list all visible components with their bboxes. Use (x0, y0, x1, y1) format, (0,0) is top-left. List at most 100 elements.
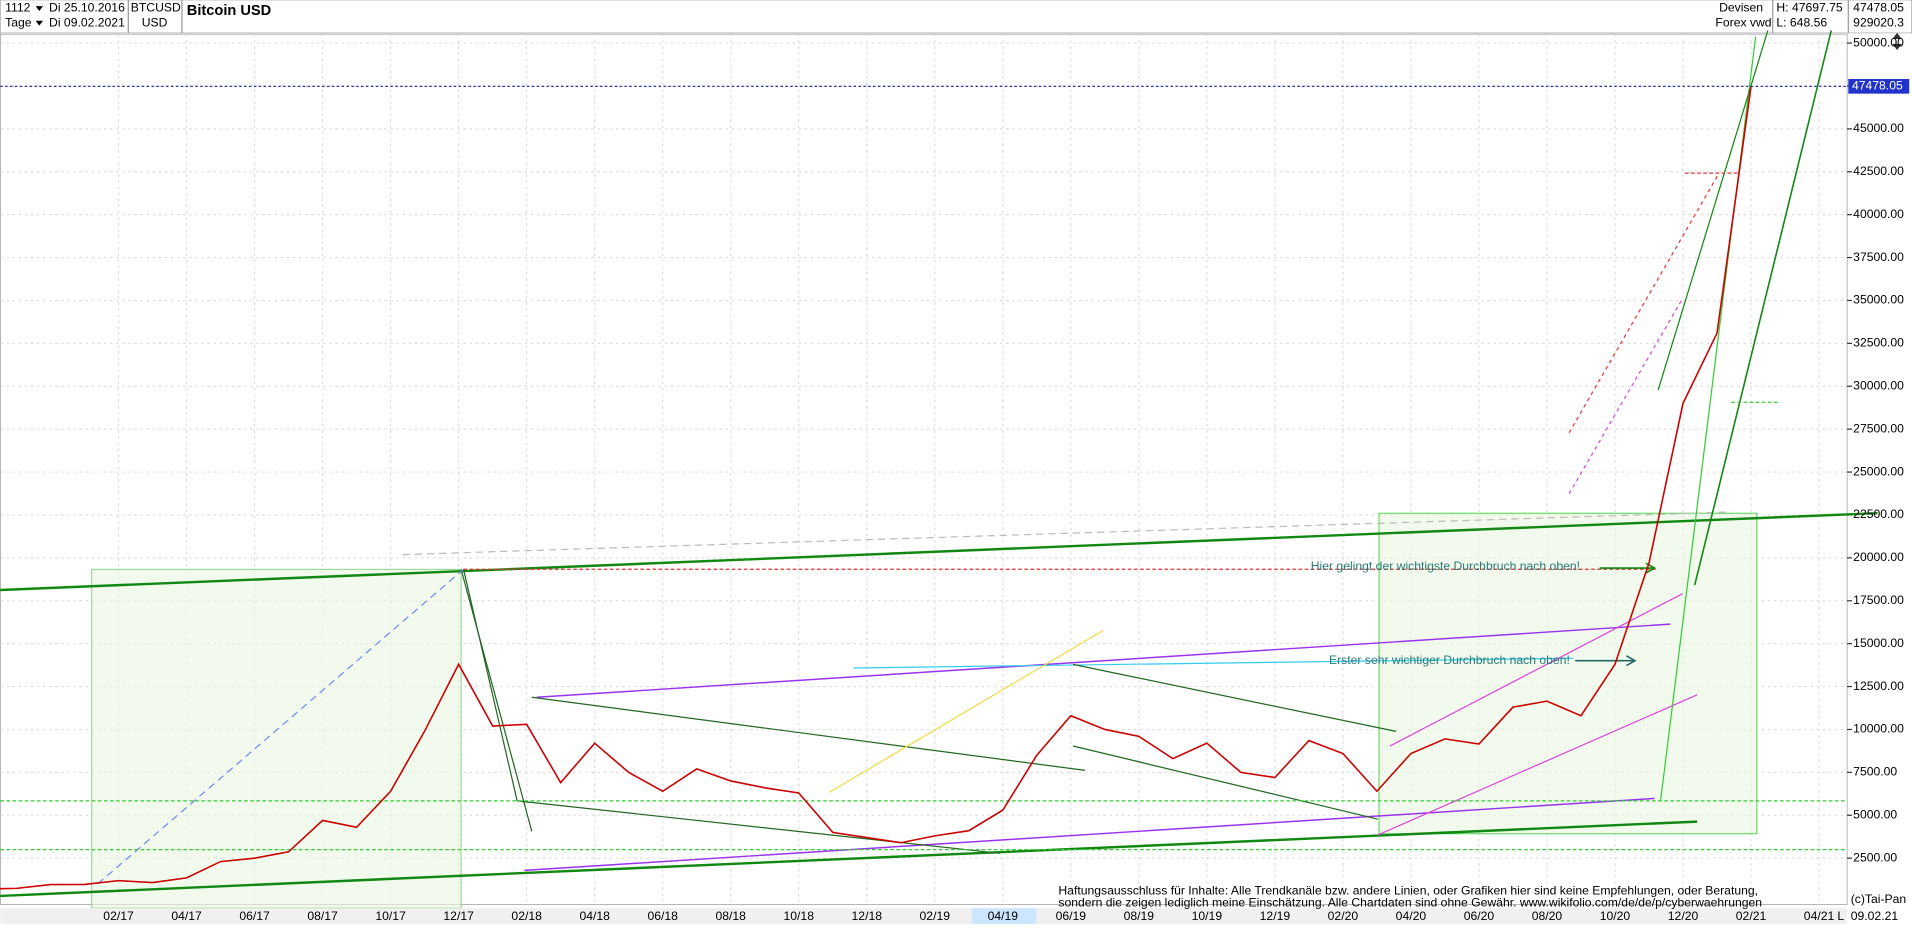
market: Devisen (1719, 1, 1763, 15)
x-tick-label: 02/20 (1328, 909, 1359, 923)
header-bar (0, 0, 1912, 34)
x-tick-label: 08/20 (1532, 909, 1563, 923)
disclaimer: Haftungsausschluss für Inhalte: Alle Tre… (1058, 883, 1758, 897)
disclaimer: sondern die zeigen lediglich meine Einsc… (1058, 895, 1762, 909)
y-tick-label: 32500.00 (1853, 336, 1904, 350)
interval-select[interactable]: 1112 (5, 1, 31, 15)
x-tick-label: 12/17 (443, 909, 474, 923)
volume: 929020.3 (1853, 15, 1904, 29)
y-tick-label: 12500.00 (1853, 679, 1904, 693)
chart-title: Bitcoin USD (187, 3, 271, 19)
copyright: (c)Tai-Pan (1851, 892, 1906, 906)
y-tick-label: 37500.00 (1853, 250, 1904, 264)
y-tick-label: 50000.00 (1853, 35, 1904, 49)
plot-frame (0, 33, 1848, 905)
dropdown-arrow[interactable] (35, 20, 43, 26)
trend-line (517, 800, 1000, 854)
end-date[interactable]: Di 09.02.2021 (49, 15, 125, 29)
high: H: 47697.75 (1776, 1, 1843, 15)
x-tick-label: 12/19 (1260, 909, 1291, 923)
annotation: Hier gelingt der wichtigste Durchbruch n… (1311, 559, 1580, 573)
y-tick-label: 25000.00 (1853, 464, 1904, 478)
x-tick-label: 06/17 (239, 909, 270, 923)
symbol: BTCUSD (131, 1, 181, 15)
trend-line (853, 657, 1573, 669)
x-tick-label: 10/20 (1600, 909, 1631, 923)
x-tick-label: 04/18 (579, 909, 610, 923)
currency: USD (142, 15, 168, 29)
y-tick-label: 5000.00 (1853, 807, 1897, 821)
dropdown-arrow[interactable] (35, 6, 43, 11)
zone-box (91, 568, 462, 909)
trend-line (460, 569, 533, 832)
x-tick-label: 02/21 (1736, 909, 1767, 923)
trend-line (0, 820, 1698, 898)
footer-date: 09.02.21 (1851, 909, 1899, 923)
y-tick-label: 42500.00 (1853, 164, 1904, 178)
x-axis-highlight (971, 908, 1037, 924)
x-tick-label: 10/19 (1192, 909, 1223, 923)
trend-line (1389, 593, 1683, 747)
period-select[interactable]: Tage (5, 15, 32, 29)
x-tick-label: 08/19 (1124, 909, 1155, 923)
arrow (1575, 655, 1637, 667)
trend-line (536, 623, 1671, 698)
last-price: 47478.05 (1853, 1, 1904, 15)
x-axis-bar (0, 908, 1848, 924)
x-tick-label: 12/18 (852, 909, 883, 923)
trend-line (1377, 694, 1698, 836)
trend-line (1657, 30, 1769, 391)
last-price-box (1848, 79, 1910, 94)
y-tick-label: 2500.00 (1853, 850, 1897, 864)
x-tick-label: 10/17 (375, 909, 406, 923)
price-line (0, 86, 1752, 890)
trend-line (1568, 172, 1720, 434)
x-tick-label: 04/20 (1396, 909, 1427, 923)
x-tick-label: 02/18 (511, 909, 542, 923)
zone-box (1378, 512, 1758, 835)
y-tick-label: 22500.00 (1853, 507, 1904, 521)
x-tick-label: 04/19 (988, 909, 1019, 923)
low: L: 648.56 (1776, 15, 1827, 29)
trend-line (531, 696, 1086, 772)
trend-line (1072, 663, 1397, 732)
x-tick-label: 04/21 (1804, 909, 1835, 923)
x-tick-label: 06/20 (1464, 909, 1495, 923)
trend-line (402, 511, 1732, 556)
x-tick-label: 02/17 (103, 909, 134, 923)
data-source: Forex vwd (1715, 15, 1771, 29)
y-tick-label: 30000.00 (1853, 378, 1904, 392)
annotation: Erster sehr wichtiger Durchbruch nach ob… (1329, 653, 1570, 667)
y-tick-label: 27500.00 (1853, 421, 1904, 435)
x-tick-label: 04/17 (171, 909, 202, 923)
trend-line (1568, 298, 1684, 495)
trend-line (1693, 30, 1833, 586)
start-date[interactable]: Di 25.10.2016 (49, 1, 125, 15)
y-tick-label: 17500.00 (1853, 593, 1904, 607)
x-tick-label: 06/18 (647, 909, 678, 923)
x-tick-label: 10/18 (784, 909, 815, 923)
trend-line (828, 629, 1104, 793)
y-tick-label: 45000.00 (1853, 121, 1904, 135)
trend-line (462, 569, 518, 802)
y-tick-label: 40000.00 (1853, 207, 1904, 221)
scale-mode[interactable]: L (1837, 909, 1844, 923)
y-tick-label: 35000.00 (1853, 293, 1904, 307)
x-tick-label: 08/18 (715, 909, 746, 923)
trend-line (0, 511, 1878, 592)
x-tick-label: 12/20 (1668, 909, 1699, 923)
y-tick-label: 20000.00 (1853, 550, 1904, 564)
trend-line (524, 797, 1655, 872)
x-tick-label: 06/19 (1056, 909, 1087, 923)
trend-line (1072, 745, 1378, 820)
price-marks (0, 85, 1848, 890)
last-price-label: 47478.05 (1852, 79, 1903, 93)
trend-line (97, 568, 464, 885)
x-tick-label: 08/17 (307, 909, 338, 923)
x-tick-label: 02/19 (920, 909, 951, 923)
scroll-arrows[interactable] (1892, 32, 1902, 50)
y-tick-label: 10000.00 (1853, 722, 1904, 736)
y-tick-label: 15000.00 (1853, 636, 1904, 650)
drawings (0, 30, 1878, 909)
